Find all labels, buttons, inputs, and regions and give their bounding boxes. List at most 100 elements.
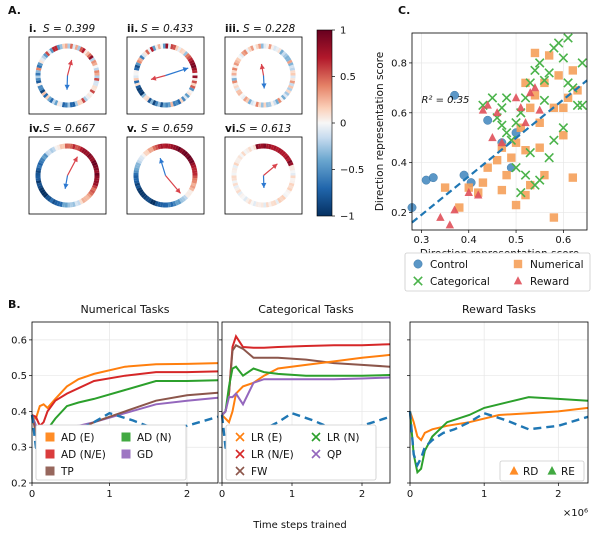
xtick-label: 2 bbox=[359, 489, 365, 500]
scatter-point-categorical bbox=[558, 122, 569, 133]
ring-segment bbox=[133, 80, 140, 84]
ring-segment bbox=[42, 52, 49, 59]
ring-segment bbox=[231, 167, 238, 171]
ring-segment bbox=[182, 50, 189, 57]
scatter-point-reward bbox=[492, 108, 502, 117]
ring-segment bbox=[91, 184, 98, 190]
ring-segment bbox=[233, 184, 240, 190]
scatter-point-numerical bbox=[526, 180, 535, 190]
ring-segment bbox=[93, 180, 100, 184]
ring-segment bbox=[72, 43, 76, 50]
scatter-point-reward bbox=[516, 103, 525, 112]
ring-segment bbox=[135, 184, 142, 190]
ring-segment bbox=[136, 86, 143, 92]
ring-segment bbox=[157, 101, 161, 108]
ring-segment bbox=[290, 172, 296, 176]
ring-segment bbox=[231, 177, 237, 182]
ring-segment bbox=[288, 64, 295, 69]
legend-marker bbox=[235, 466, 245, 476]
ring-segment bbox=[255, 143, 259, 150]
xtick-label: 0 bbox=[219, 489, 225, 500]
ring-segment bbox=[38, 59, 45, 65]
ring-segment bbox=[135, 161, 142, 167]
ring-segment bbox=[154, 144, 159, 151]
ring-segment bbox=[149, 146, 155, 153]
xtick-label: 1 bbox=[481, 489, 487, 500]
ring-segment bbox=[252, 144, 257, 151]
scatter-point-reward bbox=[511, 93, 521, 102]
ring-segment bbox=[231, 69, 237, 74]
ring-segment bbox=[151, 45, 157, 52]
ring-segment bbox=[90, 59, 97, 65]
example-score: S = 0.613 bbox=[239, 123, 291, 135]
ring-segment bbox=[260, 143, 264, 149]
scatter-point-categorical bbox=[530, 65, 540, 76]
scatter-point-reward bbox=[530, 83, 540, 92]
ring-segment bbox=[182, 94, 189, 101]
scatter-y-label: Direction representation score bbox=[374, 52, 386, 211]
ring-segment bbox=[290, 175, 296, 179]
ring-segment bbox=[249, 45, 255, 52]
ring-segment bbox=[64, 143, 68, 149]
ring-segment bbox=[46, 196, 53, 202]
ring-segment bbox=[38, 86, 45, 92]
ring-segment bbox=[231, 67, 238, 71]
ring-segment bbox=[270, 144, 275, 151]
ring-segment bbox=[234, 86, 241, 92]
ring-segment bbox=[76, 145, 82, 152]
ring-segment bbox=[86, 52, 93, 59]
ring-segment bbox=[42, 92, 49, 99]
ring-segment bbox=[257, 102, 262, 108]
ring-segment bbox=[288, 182, 295, 187]
ring-segment bbox=[237, 190, 243, 197]
scatter-point-reward bbox=[474, 190, 483, 199]
ring-segment bbox=[192, 172, 198, 176]
red-arrow-head bbox=[259, 63, 265, 70]
ring-segment bbox=[176, 46, 182, 53]
ring-segment bbox=[61, 202, 66, 208]
ring-segment bbox=[56, 200, 61, 207]
ring-segment bbox=[74, 44, 79, 51]
series-line-baseline bbox=[408, 411, 589, 469]
ring-segment bbox=[147, 197, 152, 204]
ring-segment bbox=[84, 150, 91, 157]
ring-segment bbox=[133, 75, 139, 79]
chart-frame bbox=[31, 321, 219, 484]
blue-arrow-head bbox=[64, 84, 70, 90]
ring-segment bbox=[191, 67, 198, 71]
ring-segment bbox=[69, 143, 74, 149]
ring-segment bbox=[69, 202, 74, 208]
ring-segment bbox=[255, 201, 259, 208]
ring-segment bbox=[170, 143, 174, 150]
scatter-point-categorical bbox=[525, 147, 536, 158]
ring-segment bbox=[37, 161, 44, 167]
ring-segment bbox=[41, 90, 47, 97]
legend-label: AD (N/E) bbox=[61, 449, 106, 461]
ring-segment bbox=[278, 96, 285, 102]
ring-segment bbox=[84, 94, 91, 101]
ring-segment bbox=[38, 159, 45, 165]
scatter-point-numerical bbox=[530, 48, 540, 58]
scatter-xtick-label: 0.6 bbox=[555, 235, 571, 246]
scatter-point-numerical bbox=[464, 183, 473, 192]
ring-segment bbox=[35, 177, 41, 182]
ring-segment bbox=[139, 190, 145, 197]
ring-segment bbox=[74, 100, 79, 107]
scatter-point-numerical bbox=[568, 173, 578, 182]
ring-segment bbox=[84, 50, 91, 57]
ring-segment bbox=[144, 49, 151, 55]
ring-segment bbox=[184, 52, 191, 59]
panel-label-c: C. bbox=[398, 4, 410, 17]
ring-segment bbox=[247, 98, 253, 105]
ring-segment bbox=[37, 61, 44, 67]
ring-segment bbox=[285, 189, 292, 194]
scatter-point-numerical bbox=[535, 143, 544, 152]
ring-segment bbox=[81, 47, 86, 54]
ring-segment bbox=[238, 192, 245, 199]
ring-segment bbox=[265, 43, 270, 49]
ring-segment bbox=[282, 52, 289, 59]
ring-segment bbox=[235, 57, 242, 62]
ring-segment bbox=[56, 100, 61, 107]
scatter-point-reward bbox=[445, 220, 455, 229]
ring-segment bbox=[142, 94, 149, 101]
